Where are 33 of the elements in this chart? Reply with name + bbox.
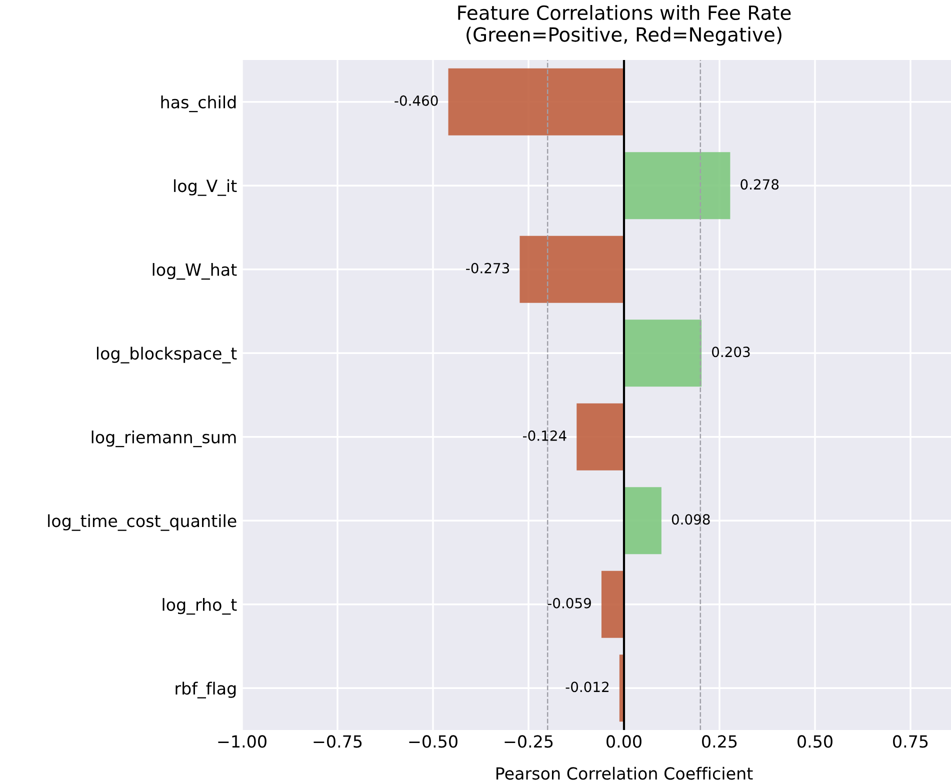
bar — [576, 403, 624, 470]
data-label: 0.278 — [740, 179, 779, 190]
bar — [448, 68, 624, 136]
bar — [520, 236, 624, 303]
data-label: -0.124 — [522, 430, 566, 441]
x-tick-label: −0.25 — [504, 735, 553, 748]
y-tick-label: log_time_cost_quantile — [48, 514, 236, 531]
bar — [624, 152, 730, 220]
data-label: 0.098 — [672, 514, 710, 525]
x-tick-label: 0.25 — [702, 735, 737, 748]
y-tick-label: log_W_hat — [152, 263, 237, 280]
bar — [601, 570, 624, 638]
bar — [624, 320, 702, 387]
data-label: -0.460 — [394, 95, 438, 106]
x-tick-label: 0.50 — [798, 735, 832, 748]
bar — [624, 487, 662, 554]
x-tick-label: 0.00 — [606, 735, 642, 748]
data-label: 0.203 — [712, 346, 750, 358]
data-label: -0.059 — [548, 598, 591, 608]
y-tick-label: log_V_it — [174, 179, 237, 196]
y-tick-label: log_rho_t — [162, 598, 237, 615]
y-tick-label: rbf_flag — [176, 682, 236, 698]
x-axis-title: Pearson Correlation Coefficient — [496, 766, 753, 780]
y-tick-label: log_blockspace_t — [96, 346, 237, 364]
x-tick-label: 0.75 — [893, 735, 928, 748]
y-tick-label: log_riemann_sum — [92, 430, 236, 448]
data-label: -0.273 — [466, 262, 510, 274]
x-tick-label: −1.00 — [218, 735, 266, 748]
y-tick-label: has_child — [161, 96, 236, 112]
data-label: -0.012 — [566, 682, 608, 692]
chart-title: Feature Correlations with Fee Rate (Green=Positive, Red=Negative) — [458, 5, 791, 46]
x-tick-label: −0.75 — [314, 735, 362, 748]
x-tick-label: −0.50 — [409, 735, 458, 748]
